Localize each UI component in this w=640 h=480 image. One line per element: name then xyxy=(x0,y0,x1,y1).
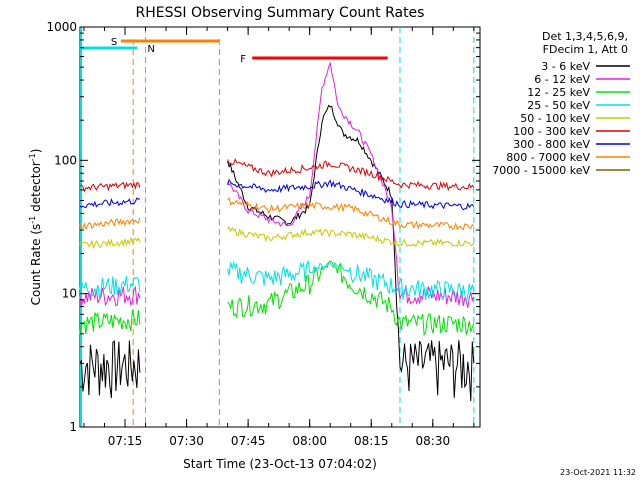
legend-entry-0: 3 - 6 keV xyxy=(541,60,590,73)
series-line-2 xyxy=(227,260,475,337)
flag-bars: S N F xyxy=(79,37,388,65)
legend-entry-4: 50 - 100 keV xyxy=(520,112,590,125)
series-line-2 xyxy=(79,309,141,335)
series-line-5 xyxy=(79,181,141,193)
x-tick-label: 08:00 xyxy=(292,434,327,448)
series-line-3 xyxy=(227,259,475,302)
series-line-7 xyxy=(79,217,141,231)
x-tick-label: 08:15 xyxy=(354,434,389,448)
flag-label-s: S xyxy=(111,37,117,48)
series-line-0 xyxy=(79,340,141,399)
legend-entry-7: 800 - 7000 keV xyxy=(506,151,590,164)
flag-label-f: F xyxy=(240,54,246,65)
legend-entry-1: 6 - 12 keV xyxy=(534,73,590,86)
x-axis: 07:15 07:30 07:45 08:00 08:15 08:30 xyxy=(83,27,475,448)
x-tick-label: 07:30 xyxy=(169,434,204,448)
y-tick-label: 1 xyxy=(69,420,77,434)
legend-entry-8: 7000 - 15000 keV xyxy=(492,164,590,177)
series-lines xyxy=(79,61,475,402)
y-tick-label: 100 xyxy=(54,153,77,167)
x-tick-label: 08:30 xyxy=(416,434,451,448)
series-line-1 xyxy=(79,285,141,308)
flag-label-n: N xyxy=(147,44,154,55)
series-line-0 xyxy=(227,104,475,402)
y-tick-label: 1000 xyxy=(46,20,77,34)
x-tick-label: 07:15 xyxy=(108,434,143,448)
legend-entry-5: 100 - 300 keV xyxy=(513,125,590,138)
series-line-6 xyxy=(79,197,141,209)
chart-title: RHESSI Observing Summary Count Rates xyxy=(136,5,425,21)
y-tick-label: 10 xyxy=(62,287,77,301)
legend-header-1: Det 1,3,4,5,6,9, xyxy=(542,30,628,43)
legend-entry-6: 300 - 800 keV xyxy=(513,138,590,151)
legend-header-2: FDecim 1, Att 0 xyxy=(543,43,628,56)
y-axis: 1 10 100 1000 xyxy=(46,20,480,434)
footer-timestamp: 23-Oct-2021 11:32 xyxy=(560,468,636,477)
legend-entry-2: 12 - 25 keV xyxy=(527,86,590,99)
legend-entry-3: 25 - 50 keV xyxy=(527,99,590,112)
series-line-6 xyxy=(227,178,475,211)
x-tick-label: 07:45 xyxy=(231,434,266,448)
series-line-7 xyxy=(227,196,475,231)
x-axis-label: Start Time (23-Oct-13 07:04:02) xyxy=(183,457,377,471)
series-line-3 xyxy=(79,276,141,299)
series-line-4 xyxy=(227,225,475,248)
series-line-5 xyxy=(227,158,475,192)
y-axis-label: Count Rate (s-1 detector-1) xyxy=(28,149,43,306)
series-line-4 xyxy=(79,236,141,250)
